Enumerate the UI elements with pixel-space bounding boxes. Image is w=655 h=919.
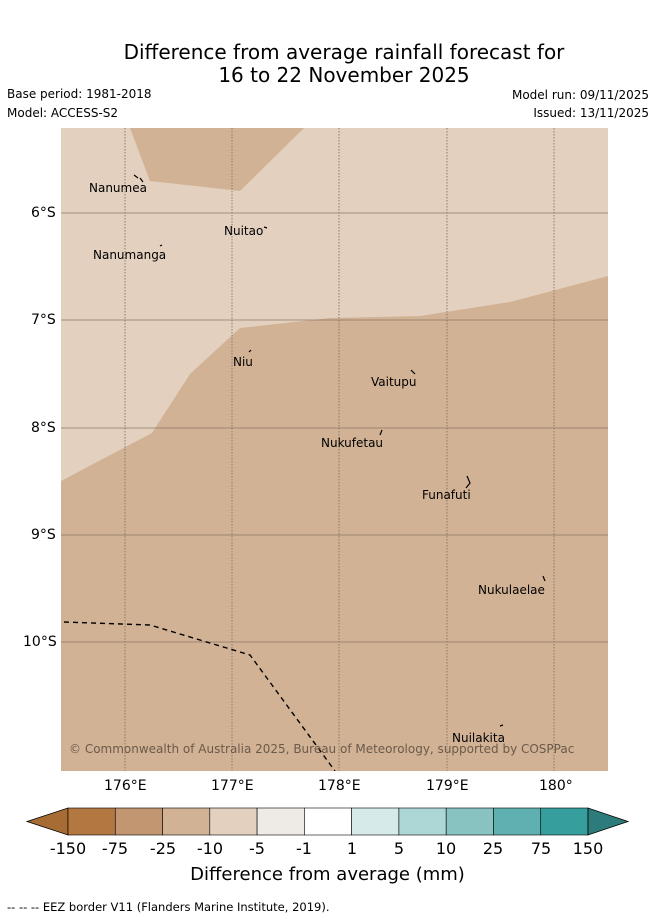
colorbar-label: -5 — [249, 839, 265, 858]
colorbar-segment — [114, 807, 163, 836]
issued-date: Issued: 13/11/2025 — [533, 106, 649, 120]
colorbar-extend-high — [587, 807, 630, 836]
colorbar-label: 10 — [435, 839, 457, 858]
lat-tick-9s: 9°S — [31, 527, 56, 543]
colorbar-segment — [351, 807, 400, 836]
island-niu-mark — [248, 349, 252, 353]
map-region-darker-south — [61, 276, 608, 771]
eez-legend-note: -- -- -- EEZ border V11 (Flanders Marine… — [7, 900, 330, 914]
island-funafuti-mark — [465, 475, 471, 489]
lon-tick-179e: 179°E — [426, 778, 469, 794]
colorbar-title: Difference from average (mm) — [190, 864, 465, 885]
lat-tick-10s: 10°S — [23, 634, 57, 650]
title-line-2: 16 to 22 November 2025 — [218, 63, 470, 87]
colorbar-segment — [67, 807, 116, 836]
lat-tick-8s: 8°S — [31, 420, 56, 436]
place-label-vaitupu: Vaitupu — [371, 375, 417, 389]
place-label-nukulaelae: Nukulaelae — [478, 583, 545, 597]
model-run: Model run: 09/11/2025 — [511, 88, 649, 102]
place-label-nanumanga: Nanumanga — [93, 248, 167, 262]
colorbar — [25, 807, 630, 836]
colorbar-label: 5 — [393, 839, 405, 858]
parallels — [61, 212, 608, 643]
island-nuitao-mark — [263, 226, 268, 229]
place-label-funafuti: Funafuti — [422, 488, 471, 502]
colorbar-segment — [256, 807, 305, 836]
place-label-nukufetau: Nukufetau — [321, 436, 384, 450]
colorbar-segment — [398, 807, 447, 836]
island-nanumea-mark — [133, 174, 144, 183]
lon-tick-176e: 176°E — [104, 778, 147, 794]
place-label-niu: Niu — [233, 355, 253, 369]
colorbar-label: 25 — [482, 839, 504, 858]
colorbar-segment — [209, 807, 258, 836]
island-vaitupu-mark — [410, 369, 416, 375]
colorbar-label: 150 — [572, 839, 604, 858]
eez-border — [63, 621, 336, 771]
colorbar-segment — [162, 807, 211, 836]
place-label-nuitao: Nuitao — [224, 224, 264, 238]
lon-tick-177e: 177°E — [211, 778, 254, 794]
colorbar-label: -10 — [196, 839, 224, 858]
colorbar-label: -150 — [49, 839, 87, 858]
meridians — [124, 128, 555, 771]
lon-tick-178e: 178°E — [318, 778, 361, 794]
colorbar-extend-low — [25, 807, 69, 836]
place-label-nanumea: Nanumea — [89, 181, 147, 195]
island-nukulaelae-mark — [542, 575, 546, 582]
island-marks — [133, 174, 546, 727]
map-region-darker-north — [130, 128, 304, 191]
base-period: Base period: 1981-2018 — [7, 87, 152, 101]
copyright-notice: © Commonwealth of Australia 2025, Bureau… — [69, 742, 575, 756]
lon-tick-180: 180° — [539, 778, 573, 794]
colorbar-label: 75 — [530, 839, 552, 858]
chart-title: Difference from average rainfall forecas… — [0, 41, 655, 87]
title-line-1: Difference from average rainfall forecas… — [123, 40, 565, 64]
colorbar-label: 1 — [346, 839, 358, 858]
island-nukufetau-mark — [379, 429, 383, 436]
place-label-nuilakita: Nuilakita — [452, 731, 505, 745]
colorbar-segment — [493, 807, 542, 836]
colorbar-segment — [304, 807, 352, 836]
model-name: Model: ACCESS-S2 — [7, 106, 119, 120]
lat-tick-7s: 7°S — [31, 312, 56, 328]
lat-tick-6s: 6°S — [31, 205, 56, 221]
island-nanumanga-mark — [159, 244, 163, 247]
colorbar-segment — [445, 807, 494, 836]
colorbar-label: -75 — [101, 839, 129, 858]
colorbar-segment — [540, 807, 589, 836]
colorbar-label: -1 — [296, 839, 312, 858]
colorbar-label: -25 — [149, 839, 177, 858]
island-nuilakita-mark — [499, 724, 504, 727]
